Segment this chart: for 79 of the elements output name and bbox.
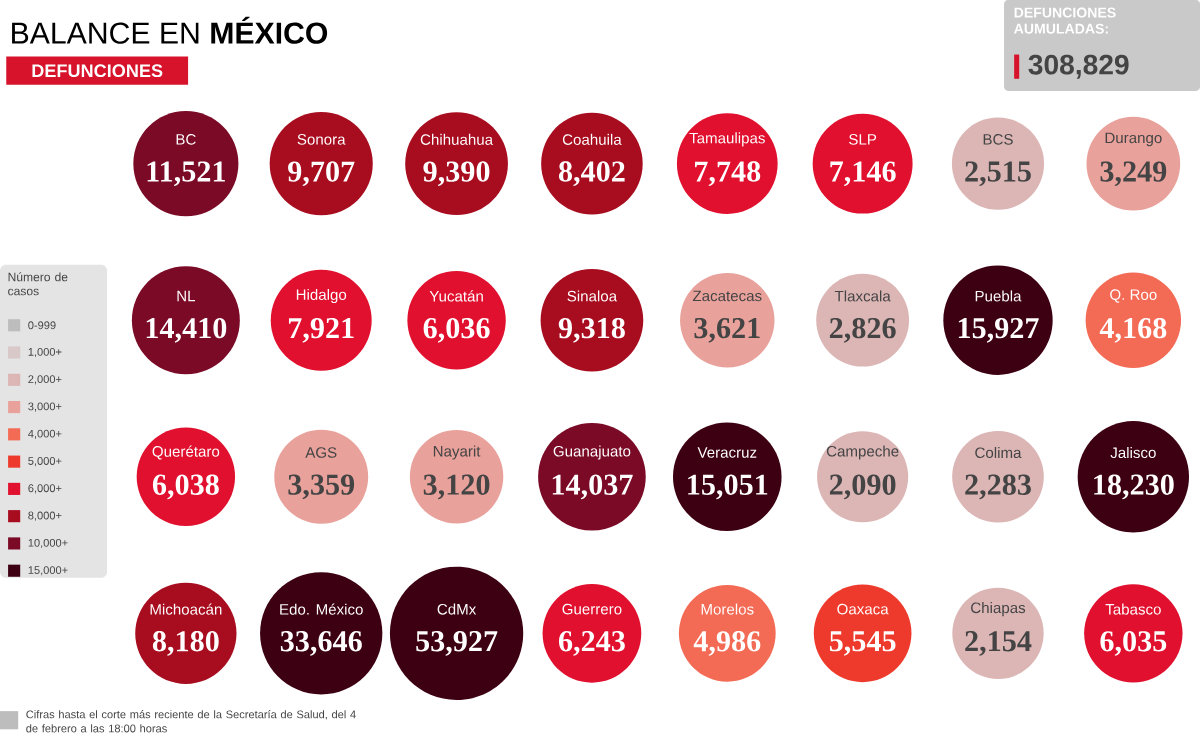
text: BALANCE EN MÉXICO: [12, 16, 328, 44]
data-label: 14,037: [552, 474, 633, 500]
legend-label: 5,000+: [28, 457, 62, 467]
category-label: Yucatán: [429, 290, 483, 302]
legend-label: 6,000+: [28, 484, 62, 494]
data-label: 14,410: [146, 318, 227, 343]
data-label: 7,921: [288, 318, 354, 343]
category-label: Chihuahua: [420, 133, 494, 146]
category-label: Nayarit: [433, 445, 481, 460]
category-label: Guanajuato: [553, 445, 631, 460]
category-label: Durango: [1105, 132, 1162, 147]
legend-label: 3,000+: [28, 402, 62, 412]
category-label: Coahuila: [562, 133, 622, 146]
data-label: 2,515: [965, 161, 1031, 187]
category-label: BCS: [983, 134, 1013, 145]
data-label: 3,621: [694, 318, 760, 343]
legend-label: 8,000+: [28, 511, 62, 521]
data-label: 53,927: [416, 631, 498, 656]
category-label: Edo. México: [280, 603, 363, 615]
category-label: Tlaxcala: [834, 290, 891, 302]
category-label: Tabasco: [1105, 603, 1161, 615]
category-label: Q. Roo: [1110, 289, 1157, 303]
category-label: CdMx: [437, 603, 477, 615]
category-label: Morelos: [701, 603, 754, 615]
legend-label: 0-999: [28, 321, 56, 330]
legend-label: 2,000+: [28, 375, 62, 385]
legend-title: Número de casos: [8, 272, 68, 296]
category-label: Campeche: [826, 445, 899, 460]
legend-label: 15,000+: [28, 566, 68, 576]
data-label: 11,521: [147, 161, 225, 187]
data-label: 15,051: [688, 474, 768, 500]
data-label: 2,154: [965, 631, 1032, 656]
category-label: BC: [176, 134, 196, 145]
category-label: Sinaloa: [567, 290, 618, 302]
data-label: 33,646: [280, 631, 362, 656]
data-label: 15,927: [958, 318, 1039, 343]
legend-label: 1,000+: [28, 348, 62, 358]
legend-label: 10,000+: [28, 539, 68, 549]
category-label: Jalisco: [1110, 447, 1156, 459]
data-label: 2,826: [829, 318, 896, 343]
data-label: 6,038: [152, 474, 219, 500]
data-label: 7,748: [695, 161, 761, 187]
category-label: Oaxaca: [837, 603, 889, 615]
legend-label: 4,000+: [28, 429, 62, 440]
category-label: Tamaulipas: [689, 132, 765, 147]
category-label: Sonora: [297, 134, 346, 145]
data-label: 4,986: [693, 631, 761, 656]
category-label: Hidalgo: [296, 289, 347, 304]
category-label: Veracruz: [697, 447, 757, 458]
data-label: 3,249: [1100, 161, 1167, 187]
category-label: Michoacán: [150, 603, 222, 615]
data-label: 2,283: [965, 474, 1031, 500]
category-label: Colima: [975, 447, 1022, 459]
data-label: 9,318: [558, 318, 625, 343]
data-label: 6,036: [423, 318, 490, 343]
category-label: Guerrero: [562, 603, 622, 615]
category-label: NL: [177, 290, 195, 302]
data-label: 3,120: [423, 474, 490, 500]
category-label: AGS: [305, 447, 337, 458]
data-label: 8,402: [558, 161, 625, 187]
data-label: 2,090: [829, 474, 896, 500]
category-label: Zacatecas: [692, 290, 762, 302]
data-label: 6,035: [1100, 631, 1167, 656]
category-label: Chiapas: [971, 602, 1026, 617]
text: Cifras hasta el corte más reciente de la Secretaría de Salud, del 4 de febrero a las 18:00 horas: [26, 710, 356, 733]
data-label: 8,180: [152, 631, 219, 656]
data-label: 4,168: [1099, 318, 1167, 343]
data-label: 3,359: [288, 474, 355, 500]
data-label: 9,707: [288, 161, 355, 187]
category-label: Querétaro: [152, 445, 220, 460]
data-label: 5,545: [829, 631, 896, 656]
text: 308,829: [1028, 54, 1129, 79]
data-label: 9,390: [423, 161, 490, 187]
category-label: SLP: [849, 134, 877, 145]
category-label: Puebla: [975, 290, 1022, 302]
data-label: 18,230: [1094, 474, 1174, 500]
text: DEFUNCIONES: [32, 64, 163, 78]
data-label: 7,146: [830, 161, 896, 187]
data-label: 6,243: [558, 631, 625, 656]
